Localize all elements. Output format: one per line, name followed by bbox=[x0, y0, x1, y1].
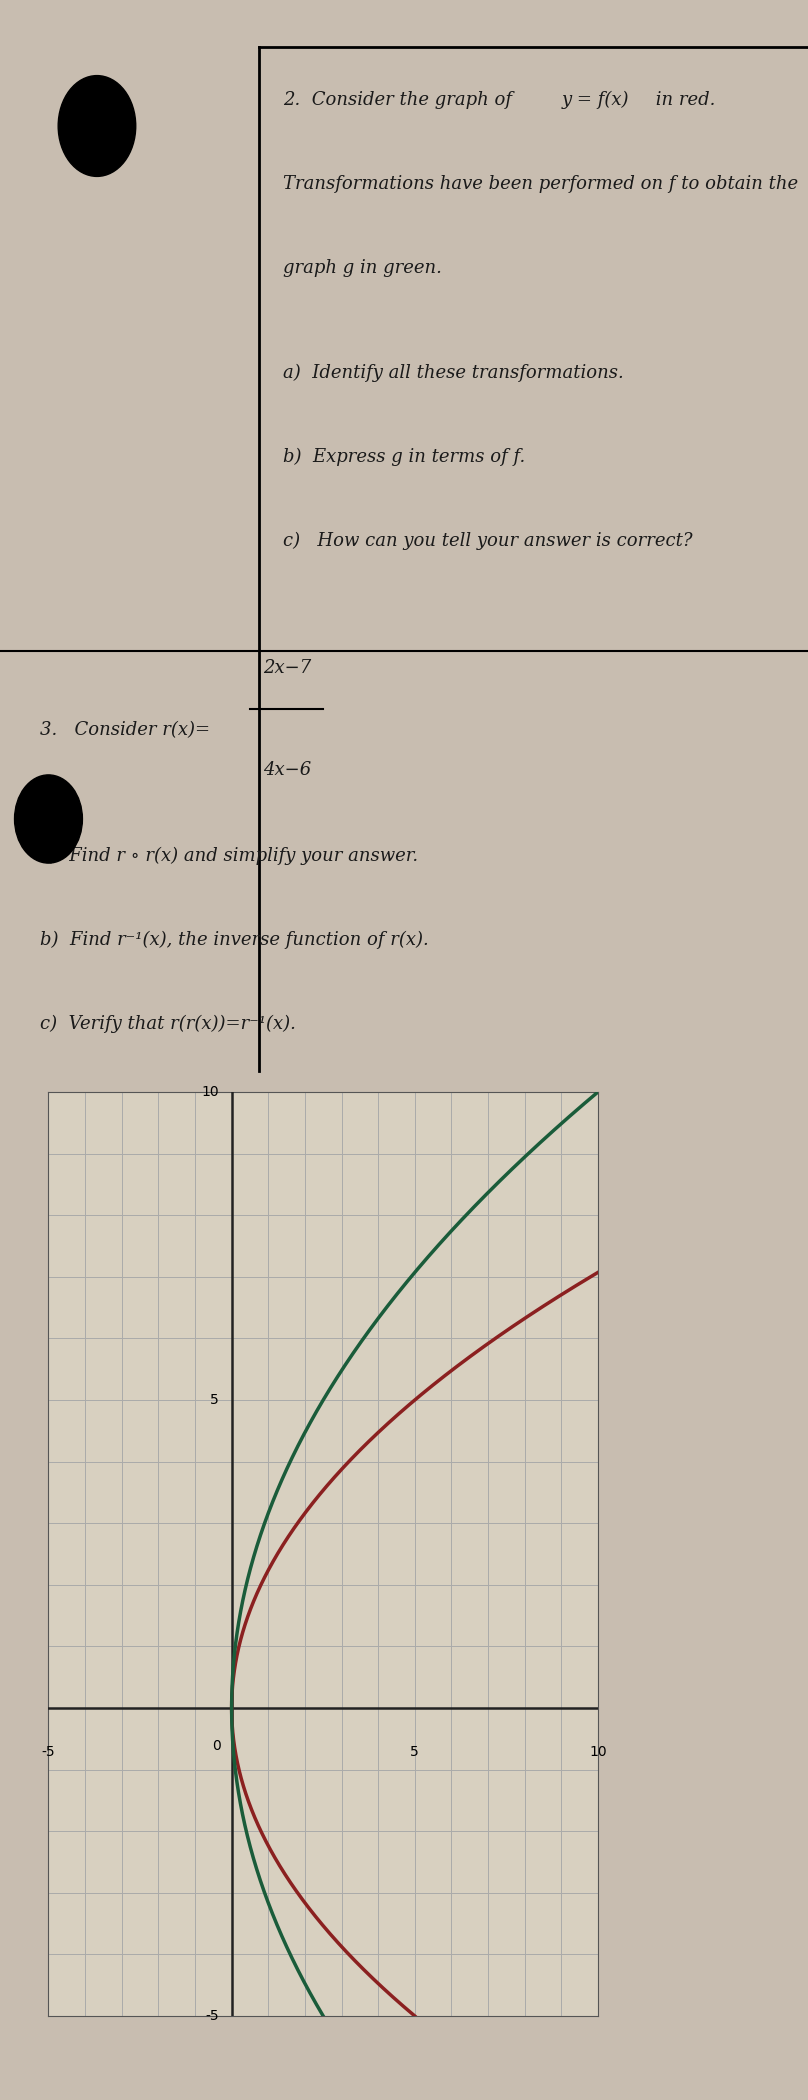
Text: 0: 0 bbox=[212, 1739, 221, 1754]
Text: c)   How can you tell your answer is correct?: c) How can you tell your answer is corre… bbox=[283, 531, 692, 550]
Text: 5: 5 bbox=[210, 1392, 219, 1407]
Text: 2x−7: 2x−7 bbox=[263, 659, 311, 676]
Text: 10: 10 bbox=[201, 1086, 219, 1098]
Text: -5: -5 bbox=[205, 2010, 219, 2022]
Text: graph g in green.: graph g in green. bbox=[283, 258, 442, 277]
Text: 4x−6: 4x−6 bbox=[263, 762, 311, 779]
Circle shape bbox=[15, 775, 82, 863]
Text: 3.   Consider r(x)=: 3. Consider r(x)= bbox=[40, 720, 211, 739]
Text: in red.: in red. bbox=[650, 90, 716, 109]
Text: a)  Identify all these transformations.: a) Identify all these transformations. bbox=[283, 363, 624, 382]
Text: y = f(x): y = f(x) bbox=[562, 90, 629, 109]
Text: a)  Find r ∘ r(x) and simplify your answer.: a) Find r ∘ r(x) and simplify your answe… bbox=[40, 846, 419, 865]
Text: b)  Find r⁻¹(x), the inverse function of r(x).: b) Find r⁻¹(x), the inverse function of … bbox=[40, 930, 429, 949]
Text: c)  Verify that r(r(x))=r⁻¹(x).: c) Verify that r(r(x))=r⁻¹(x). bbox=[40, 1014, 297, 1033]
Text: 10: 10 bbox=[589, 1745, 607, 1760]
Text: -5: -5 bbox=[42, 1745, 55, 1760]
Text: Transformations have been performed on f to obtain the: Transformations have been performed on f… bbox=[283, 174, 798, 193]
Text: 5: 5 bbox=[410, 1745, 419, 1760]
Circle shape bbox=[58, 76, 136, 176]
Text: b)  Express g in terms of f.: b) Express g in terms of f. bbox=[283, 447, 525, 466]
Text: 2.  Consider the graph of: 2. Consider the graph of bbox=[283, 90, 518, 109]
